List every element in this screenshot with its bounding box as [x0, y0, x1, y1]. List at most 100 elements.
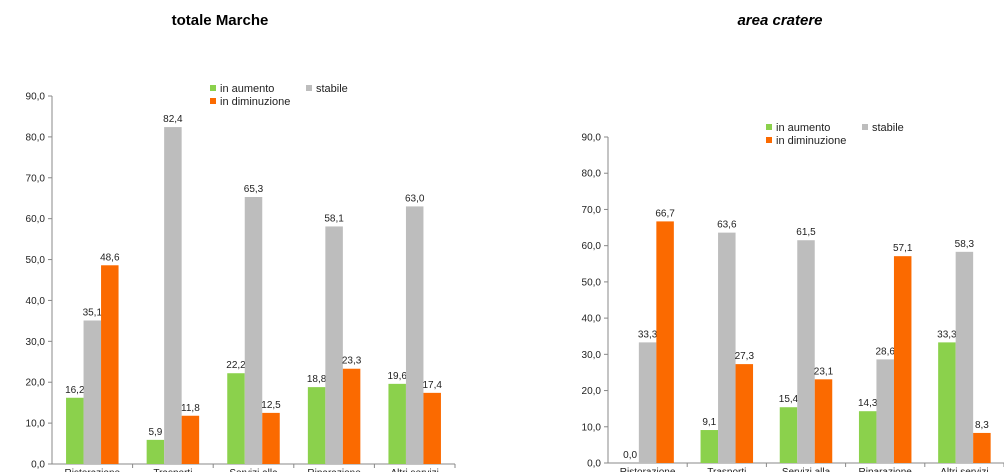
chart2-data-label: 61,5 — [796, 227, 816, 238]
chart2-category-label: Servizi alla — [782, 467, 831, 472]
chart1-ytick-label: 20,0 — [26, 378, 46, 389]
chart2-data-label: 15,4 — [779, 394, 799, 405]
chart2-legend-label: stabile — [872, 122, 904, 134]
chart2-data-label: 57,1 — [893, 243, 913, 254]
chart2-category-label: Altri servizi — [940, 467, 988, 472]
chart2-bar — [718, 232, 736, 463]
chart1-data-label: 63,0 — [405, 193, 425, 204]
chart1-category-label: Servizi alla — [229, 468, 278, 472]
chart2-category-label: Ristorazione — [620, 467, 676, 472]
chart2-bar — [779, 407, 798, 463]
chart1-bar — [146, 439, 165, 464]
chart1-bar — [101, 265, 119, 464]
chart1-data-label: 35,1 — [83, 307, 103, 318]
chart1-bar — [342, 368, 361, 464]
chart1-data-label: 12,5 — [261, 400, 281, 411]
chart2-bar — [938, 342, 956, 463]
chart1-bar — [388, 383, 406, 464]
chart1-legend-label: stabile — [316, 83, 348, 95]
chart2-legend-label: in aumento — [776, 122, 830, 134]
chart2-data-label: 66,7 — [655, 208, 675, 219]
chart2-bar — [955, 251, 974, 463]
chart1-legend-swatch — [210, 98, 216, 104]
chart2-category-label: Trasporti — [707, 467, 746, 472]
chart2-bar — [656, 221, 674, 463]
chart2-data-label: 14,3 — [858, 398, 878, 409]
chart1-bar — [227, 373, 245, 464]
chart2-ytick-label: 30,0 — [582, 350, 602, 361]
chart1-data-label: 22,2 — [226, 360, 246, 371]
chart1-data-label: 82,4 — [163, 114, 183, 125]
chart2-category-label: Riparazione — [859, 467, 913, 472]
chart1-bar — [307, 387, 326, 464]
chart1-ytick-label: 70,0 — [26, 173, 46, 184]
chart1-data-label: 18,8 — [307, 374, 327, 385]
chart2-legend-swatch — [766, 137, 772, 143]
chart1-bar — [244, 196, 263, 465]
chart1-category-label: Trasporti — [153, 468, 192, 472]
chart2-data-label: 8,3 — [975, 420, 989, 431]
chart1-data-label: 58,1 — [324, 213, 344, 224]
chart1-data-label: 48,6 — [100, 252, 120, 263]
chart2-data-label: 27,3 — [735, 351, 755, 362]
chart2-ytick-label: 10,0 — [582, 422, 602, 433]
chart2-data-label: 58,3 — [955, 239, 975, 250]
chart2-legend-swatch — [766, 124, 772, 130]
chart2-data-label: 63,6 — [717, 220, 737, 231]
chart1-ytick-label: 10,0 — [26, 419, 46, 430]
chart1-bar — [83, 320, 102, 464]
chart-title-area-cratere: area cratere — [737, 12, 823, 29]
chart2-data-label: 33,3 — [638, 329, 658, 340]
chart2-bar — [858, 411, 877, 463]
chart2-ytick-label: 90,0 — [582, 133, 602, 144]
chart1-bar — [423, 392, 441, 464]
chart2-bar — [893, 256, 912, 463]
chart1-data-label: 16,2 — [65, 385, 85, 396]
chart1-ytick-label: 50,0 — [26, 255, 46, 266]
chart1-data-label: 23,3 — [342, 356, 362, 367]
chart1-category-label: Riparazione — [307, 468, 361, 472]
chart1-bar — [262, 412, 280, 464]
chart1-ytick-label: 90,0 — [26, 92, 46, 103]
chart2-bar — [876, 359, 894, 463]
chart2-legend-swatch — [862, 124, 868, 130]
chart2-data-label: 23,1 — [814, 366, 834, 377]
chart2-bar — [973, 432, 991, 463]
chart1-data-label: 65,3 — [244, 184, 264, 195]
chart1-ytick-label: 0,0 — [31, 460, 45, 471]
chart2-ytick-label: 50,0 — [582, 277, 602, 288]
chart1-data-label: 5,9 — [148, 427, 162, 438]
chart2-data-label: 9,1 — [702, 417, 716, 428]
chart1-ytick-label: 40,0 — [26, 296, 46, 307]
chart1-bar — [405, 206, 424, 464]
chart1-category-label: Altri servizi — [391, 468, 439, 472]
chart1-legend-swatch — [306, 85, 312, 91]
chart1-category-label: Ristorazione — [65, 468, 121, 472]
chart2-bar — [814, 379, 833, 463]
chart2-bar — [797, 240, 815, 463]
chart1-legend-label: in aumento — [220, 83, 274, 95]
chart1-bar — [66, 397, 84, 464]
chart2-ytick-label: 60,0 — [582, 241, 602, 252]
chart2-bar — [638, 342, 657, 463]
chart1-legend-label: in diminuzione — [220, 96, 290, 108]
chart2-data-label: 33,3 — [937, 329, 957, 340]
chart2-bar — [735, 364, 754, 463]
chart-title-totale-marche: totale Marche — [171, 12, 269, 29]
chart2-legend-label: in diminuzione — [776, 135, 846, 147]
chart2-ytick-label: 40,0 — [582, 314, 602, 325]
chart1-ytick-label: 80,0 — [26, 132, 46, 143]
chart1-ytick-label: 60,0 — [26, 214, 46, 225]
chart1-bar — [325, 226, 343, 464]
chart2-ytick-label: 80,0 — [582, 169, 602, 180]
chart2-ytick-label: 20,0 — [582, 386, 602, 397]
chart1-bar — [181, 415, 200, 464]
chart1-bar — [164, 127, 182, 464]
chart2-data-label: 0,0 — [623, 450, 637, 461]
chart1-data-label: 11,8 — [181, 403, 200, 414]
chart1-data-label: 19,6 — [387, 371, 407, 382]
chart1-data-label: 17,4 — [422, 380, 442, 391]
chart2-bar — [700, 430, 719, 463]
chart2-ytick-label: 70,0 — [582, 205, 602, 216]
